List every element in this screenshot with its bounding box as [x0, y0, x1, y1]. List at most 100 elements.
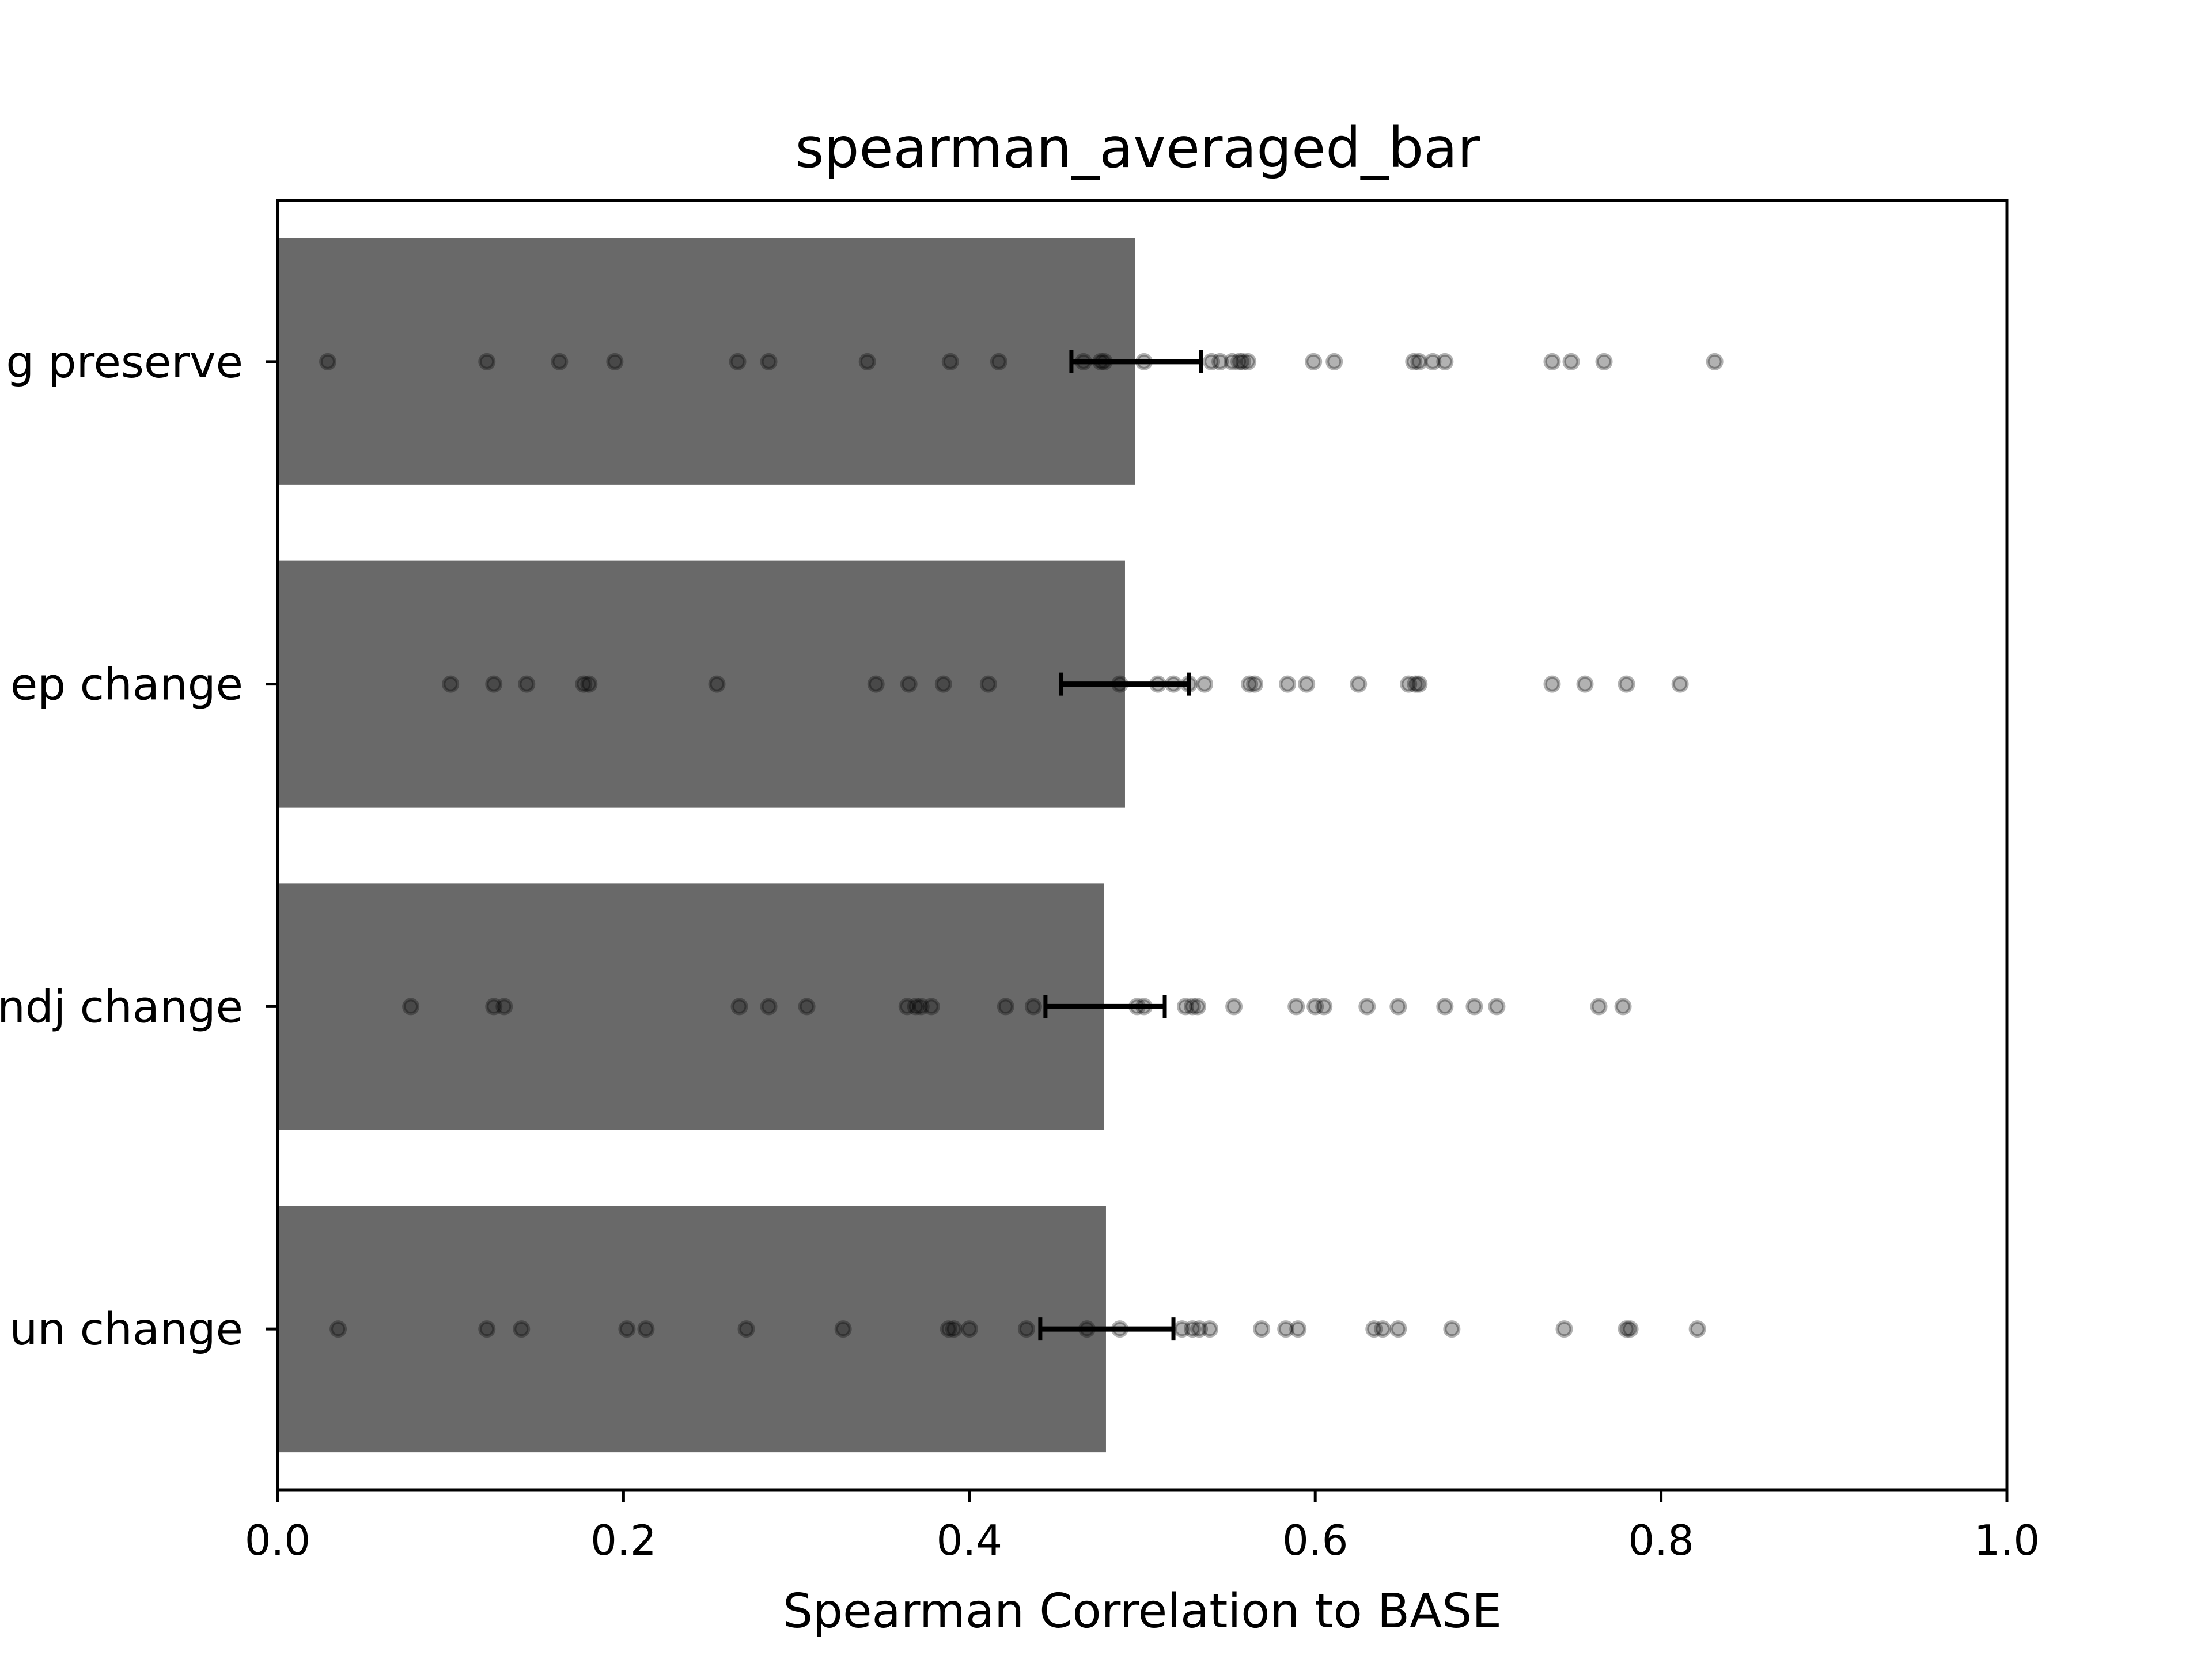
- data-point: [760, 353, 778, 370]
- data-point: [442, 675, 460, 693]
- data-point: [1410, 353, 1428, 370]
- data-point: [551, 353, 569, 370]
- data-point: [495, 998, 513, 1016]
- data-point: [1184, 998, 1202, 1016]
- data-point: [867, 675, 885, 693]
- data-point: [329, 1320, 347, 1338]
- bar: [278, 1206, 1106, 1453]
- data-point: [485, 998, 503, 1016]
- data-point: [1358, 998, 1376, 1016]
- data-point: [1424, 353, 1442, 370]
- data-point: [960, 1320, 978, 1338]
- data-point: [1576, 675, 1594, 693]
- data-point: [1184, 1320, 1202, 1338]
- x-tick-label: 0.8: [1628, 1516, 1694, 1565]
- bar: [278, 238, 1135, 485]
- data-point: [1389, 1320, 1407, 1338]
- y-tick-label: ndj change: [0, 982, 243, 1033]
- data-point: [912, 998, 930, 1016]
- data-point: [1230, 353, 1248, 370]
- data-point: [922, 998, 940, 1016]
- data-point: [1246, 675, 1264, 693]
- data-point: [1543, 675, 1561, 693]
- data-point: [1189, 998, 1207, 1016]
- x-tick-label: 0.0: [245, 1516, 311, 1565]
- points-layer: [319, 353, 1724, 1338]
- data-point: [1405, 353, 1423, 370]
- data-point: [907, 998, 925, 1016]
- x-tick-label: 0.6: [1282, 1516, 1349, 1565]
- data-point: [1350, 675, 1368, 693]
- data-point: [798, 998, 816, 1016]
- data-point: [979, 675, 997, 693]
- x-tick-label: 0.4: [937, 1516, 1003, 1565]
- data-point: [1325, 353, 1343, 370]
- data-point: [1305, 353, 1323, 370]
- data-point: [1024, 998, 1042, 1016]
- bars-layer: [278, 238, 1135, 1453]
- data-point: [1201, 1320, 1219, 1338]
- data-point: [1306, 998, 1324, 1016]
- data-point: [1618, 675, 1635, 693]
- data-point: [729, 353, 747, 370]
- data-point: [940, 1320, 957, 1338]
- bar: [278, 560, 1125, 808]
- data-point: [1671, 675, 1689, 693]
- data-point: [1203, 353, 1221, 370]
- data-point: [606, 353, 624, 370]
- data-point: [1706, 353, 1724, 370]
- data-point: [1543, 353, 1561, 370]
- data-point: [1279, 675, 1297, 693]
- data-point: [737, 1320, 755, 1338]
- data-point: [485, 675, 503, 693]
- data-point: [478, 1320, 496, 1338]
- data-point: [1410, 675, 1428, 693]
- data-point: [402, 998, 420, 1016]
- data-point: [1017, 1320, 1035, 1338]
- y-tick-label: un change: [10, 1304, 243, 1355]
- data-point: [1234, 353, 1252, 370]
- data-point: [997, 998, 1014, 1016]
- data-point: [1400, 675, 1418, 693]
- data-point: [708, 675, 726, 693]
- data-point: [1225, 998, 1243, 1016]
- data-point: [618, 1320, 636, 1338]
- data-point: [478, 353, 496, 370]
- data-point: [1488, 998, 1506, 1016]
- x-tick-label: 0.2: [590, 1516, 657, 1565]
- data-point: [990, 353, 1007, 370]
- data-point: [858, 353, 876, 370]
- data-point: [1614, 998, 1632, 1016]
- data-point: [1224, 353, 1241, 370]
- data-point: [1465, 998, 1483, 1016]
- x-axis-label: Spearman Correlation to BASE: [783, 1584, 1502, 1639]
- data-point: [1688, 1320, 1706, 1338]
- x-tick-label: 1.0: [1974, 1516, 2040, 1565]
- data-point: [945, 1320, 963, 1338]
- y-tick-label: ep change: [10, 660, 243, 711]
- data-point: [730, 998, 748, 1016]
- data-point: [1315, 998, 1333, 1016]
- data-point: [1287, 998, 1305, 1016]
- x-axis-ticks: 0.0 0.2 0.4 0.6 0.8 1.0: [245, 1490, 2040, 1565]
- data-point: [1389, 998, 1407, 1016]
- data-point: [1239, 353, 1257, 370]
- data-point: [1241, 675, 1259, 693]
- data-point: [1555, 1320, 1573, 1338]
- data-point: [1621, 1320, 1639, 1338]
- data-point: [898, 998, 916, 1016]
- data-point: [1436, 353, 1454, 370]
- data-point: [518, 675, 536, 693]
- data-point: [900, 675, 918, 693]
- data-point: [1177, 998, 1195, 1016]
- y-tick-label: g preserve: [6, 337, 243, 388]
- data-point: [1196, 675, 1214, 693]
- data-point: [1595, 353, 1613, 370]
- data-point: [1211, 353, 1229, 370]
- data-point: [1407, 675, 1425, 693]
- data-point: [637, 1320, 655, 1338]
- bar: [278, 883, 1104, 1130]
- data-point: [1191, 1320, 1209, 1338]
- data-point: [1443, 1320, 1461, 1338]
- plot-frame: [276, 199, 2009, 1492]
